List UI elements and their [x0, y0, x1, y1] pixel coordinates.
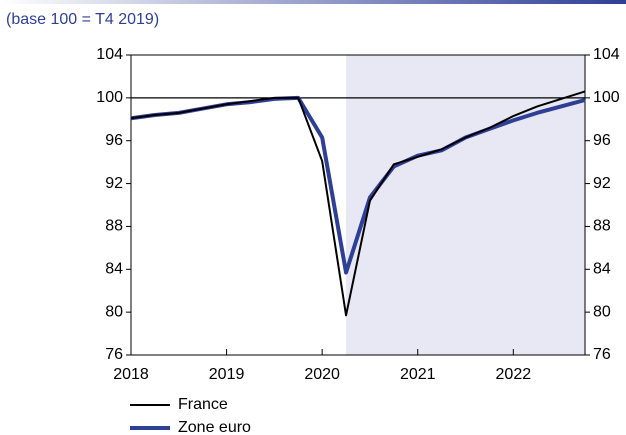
- y2-tick-label: 92: [593, 175, 611, 192]
- x-tick-label: 2022: [496, 366, 532, 383]
- x-tick-label: 2020: [304, 366, 340, 383]
- subtitle: (base 100 = T4 2019): [6, 11, 159, 28]
- y2-tick-label: 76: [593, 346, 611, 363]
- y2-tick-label: 80: [593, 303, 611, 320]
- y-tick-label: 100: [96, 89, 123, 106]
- legend-label: Zone euro: [178, 419, 251, 435]
- y-tick-label: 84: [105, 261, 123, 278]
- x-tick-label: 2021: [400, 366, 436, 383]
- y2-tick-label: 104: [593, 46, 620, 63]
- y-tick-label: 92: [105, 175, 123, 192]
- y-tick-label: 96: [105, 132, 123, 149]
- y-tick-label: 80: [105, 303, 123, 320]
- y2-tick-label: 84: [593, 261, 611, 278]
- y2-tick-label: 96: [593, 132, 611, 149]
- y-tick-label: 88: [105, 218, 123, 235]
- y2-tick-label: 88: [593, 218, 611, 235]
- y-tick-label: 76: [105, 346, 123, 363]
- x-tick-label: 2019: [209, 366, 245, 383]
- forecast-shade: [346, 55, 585, 355]
- series-line: [130, 90, 586, 317]
- x-tick-label: 2018: [113, 366, 149, 383]
- legend-label: France: [178, 396, 228, 413]
- y2-tick-label: 100: [593, 89, 620, 106]
- y-tick-label: 104: [96, 46, 123, 63]
- plot-frame: [130, 54, 586, 356]
- top-bar: [0, 0, 626, 4]
